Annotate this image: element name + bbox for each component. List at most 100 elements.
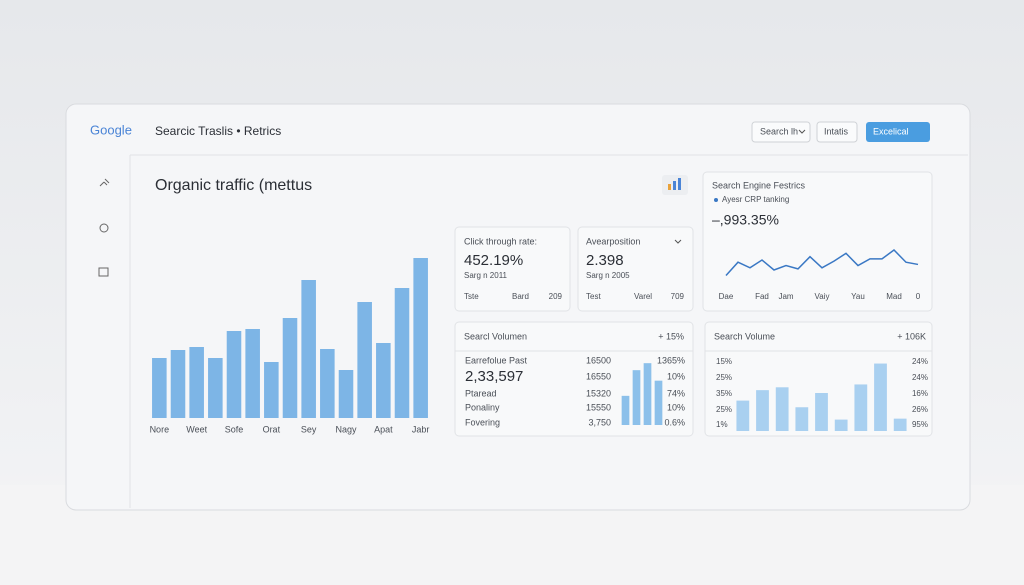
legend-dot — [714, 198, 718, 202]
left-label: 1% — [716, 420, 728, 429]
bar — [376, 343, 391, 418]
row-number: 15320 — [586, 388, 611, 398]
x-tick-label: Mad — [886, 292, 902, 301]
left-label: 35% — [716, 389, 732, 398]
search-button[interactable] — [751, 121, 811, 143]
x-tick-label: Vaiy — [815, 292, 830, 301]
row-label: 2,33,597 — [465, 368, 523, 385]
right-label: 95% — [912, 420, 928, 429]
bar — [632, 370, 641, 425]
card-footer: 209 — [549, 292, 563, 301]
bar — [338, 370, 354, 418]
left-label: 15% — [716, 357, 732, 366]
x-tick-label: Fad — [755, 292, 769, 301]
card-title: Searcl Volumen — [464, 331, 527, 341]
export-button[interactable] — [866, 122, 930, 142]
icon-bar — [678, 178, 681, 190]
row-percent: 10% — [667, 371, 685, 381]
right-label: 24% — [912, 373, 928, 382]
card-value: 2.398 — [586, 252, 624, 269]
row-label: Ponaliny — [465, 402, 500, 412]
insights-button-label[interactable]: Intatis — [824, 126, 849, 136]
chevron — [798, 129, 806, 134]
bar — [264, 362, 279, 418]
x-tick-label: Orat — [263, 424, 281, 434]
bar — [621, 395, 630, 425]
card-footer: 709 — [671, 292, 685, 301]
bar — [854, 384, 868, 431]
row-percent: 1365% — [657, 355, 685, 365]
line-chart-title: Search Engine Festrics — [712, 180, 806, 190]
main-chart-title: Organic traffic (mettus — [155, 177, 312, 194]
bar — [301, 280, 316, 418]
x-tick-label: Nore — [150, 424, 170, 434]
bar — [654, 380, 663, 425]
right-label: 16% — [912, 389, 928, 398]
row-number: 15550 — [586, 402, 611, 412]
card-title: Search Volume — [714, 331, 775, 341]
bar — [152, 358, 167, 418]
x-tick-label: Yau — [851, 292, 865, 301]
row-percent: 10% — [667, 402, 685, 412]
search-button-label[interactable]: Search lh — [760, 126, 798, 136]
logo: Google — [90, 122, 132, 137]
bar — [208, 358, 223, 418]
row-number: 3,750 — [588, 417, 611, 427]
header-title: Searcic Traslis • Retrics — [155, 124, 281, 138]
export-button-label[interactable]: Excelical — [873, 126, 909, 136]
icon-bar — [668, 184, 671, 190]
card-footer: Test — [586, 292, 601, 301]
row-percent: 0.6% — [664, 417, 685, 427]
x-tick-label: Apat — [374, 424, 393, 434]
card — [454, 226, 571, 312]
bar — [815, 393, 828, 431]
card — [702, 171, 933, 312]
x-tick-label: Sofe — [225, 424, 244, 434]
bar — [320, 349, 335, 418]
x-tick-label: Jabr — [412, 424, 430, 434]
bar — [282, 318, 298, 418]
icon-doc[interactable] — [98, 267, 109, 277]
bar — [189, 347, 204, 418]
bar — [357, 302, 372, 418]
bar — [226, 331, 242, 418]
bar — [893, 418, 907, 431]
icon-bar — [673, 181, 676, 190]
row-label: Fovering — [465, 417, 500, 427]
row-percent: 74% — [667, 388, 685, 398]
bar — [756, 390, 769, 431]
card-footer: Varel — [634, 292, 652, 301]
right-label: 24% — [912, 357, 928, 366]
row-number: 16550 — [586, 371, 611, 381]
x-tick-label: Nagy — [335, 424, 357, 434]
card-value: 452.19% — [464, 252, 523, 269]
bar — [795, 407, 809, 431]
x-tick-label: 0 — [916, 292, 921, 301]
card-label: Click through rate: — [464, 236, 537, 246]
card-sub: Sarg n 2011 — [464, 271, 508, 280]
card-change: + 106K — [897, 331, 926, 341]
x-tick-label: Sey — [301, 424, 317, 434]
bar — [170, 350, 186, 418]
icon-link[interactable] — [99, 178, 110, 187]
chevron — [674, 239, 682, 244]
left-label: 25% — [716, 405, 732, 414]
bar — [394, 288, 410, 418]
bar — [834, 419, 848, 431]
row-label: Earrefolue Past — [465, 355, 528, 365]
bar — [643, 363, 652, 425]
x-tick-label: Dae — [719, 292, 734, 301]
left-label: 25% — [716, 373, 732, 382]
bar — [775, 387, 789, 431]
x-tick-label: Weet — [186, 424, 207, 434]
bar — [874, 363, 887, 431]
card-footer: Tste — [464, 292, 479, 301]
legend-label: Ayesr CRP tanking — [722, 195, 789, 204]
row-label: Ptaread — [465, 388, 497, 398]
bar — [413, 258, 428, 418]
insights-button[interactable] — [816, 121, 858, 143]
bar — [245, 329, 260, 418]
icon-gauge[interactable] — [99, 223, 109, 233]
